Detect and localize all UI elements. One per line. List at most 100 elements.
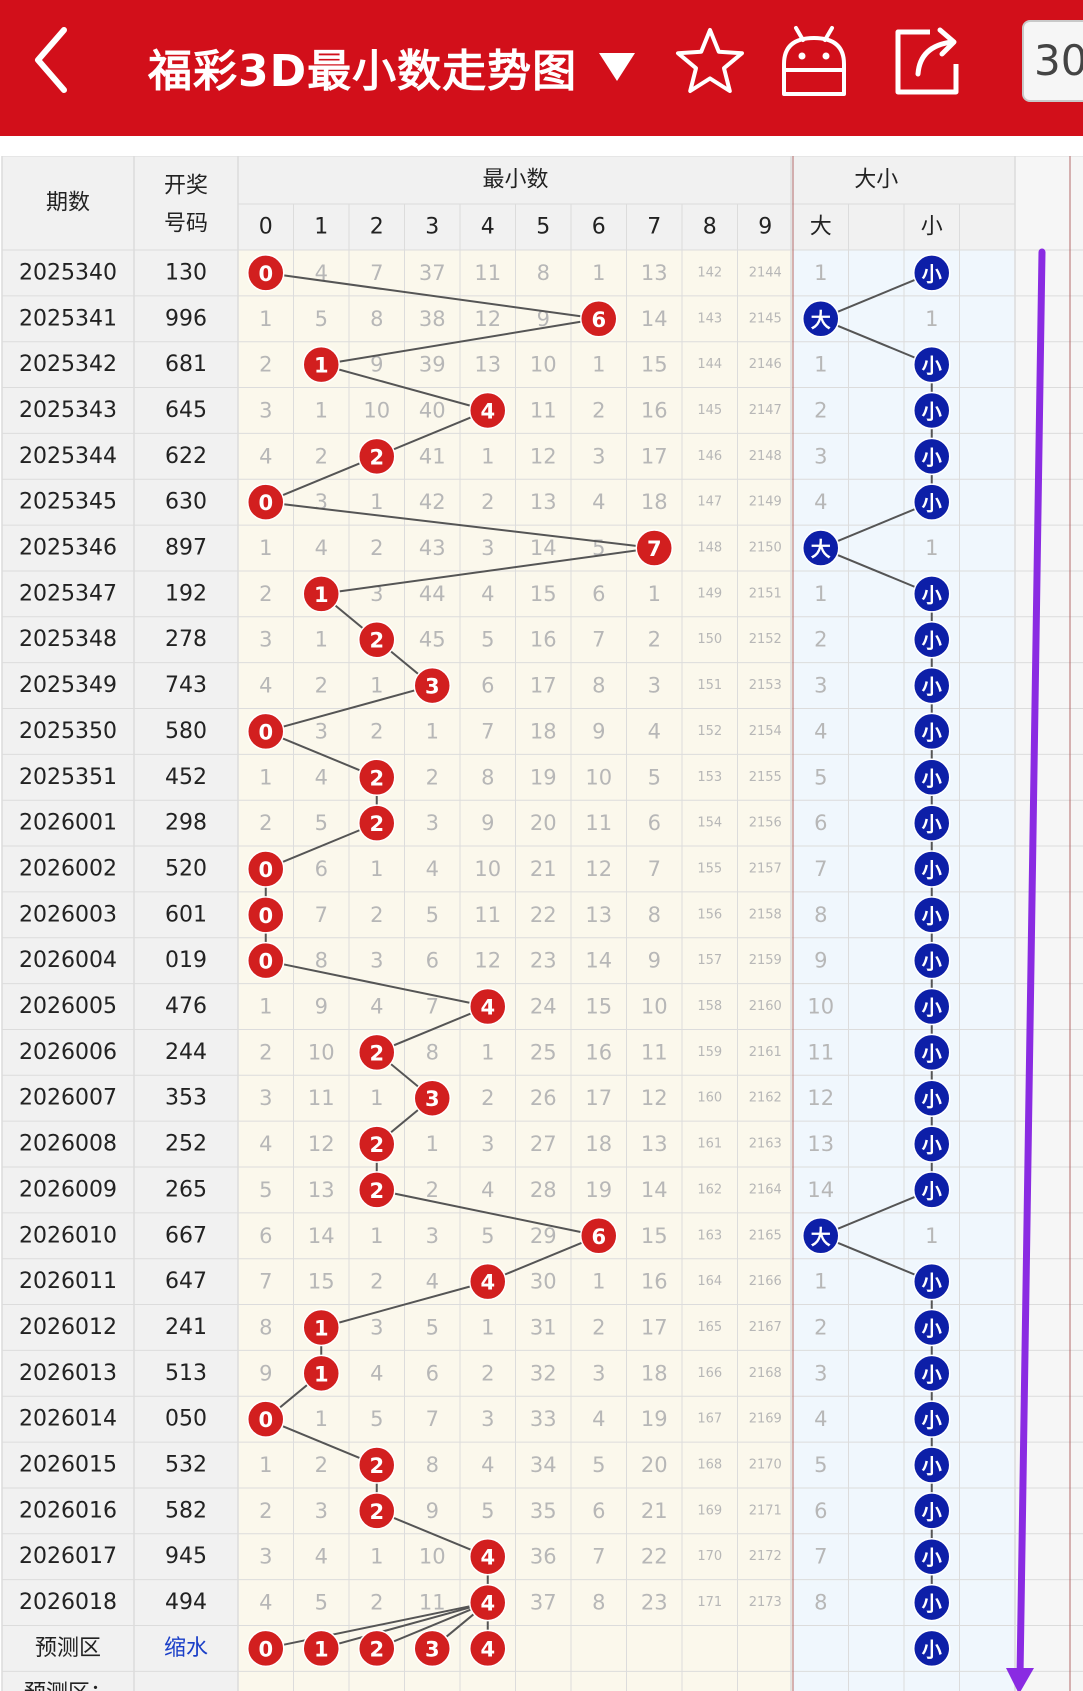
issue-cell: 2026008 (19, 1132, 117, 1157)
issue-cell: 2025348 (19, 627, 117, 652)
miss-count-cell: 11 (419, 1591, 446, 1615)
period-select-button[interactable]: 30 (1022, 20, 1083, 102)
miss-count-cell: 5 (481, 1224, 494, 1248)
miss-count-cell: 4 (481, 582, 494, 606)
miss-count-cell: 1 (592, 1270, 605, 1294)
star-icon[interactable] (672, 22, 748, 102)
issue-cell: 2025350 (19, 719, 117, 744)
miss-count-cell: 2 (370, 903, 383, 927)
miss-count-cell: 3 (370, 1315, 383, 1339)
digit-header-4: 4 (481, 215, 495, 240)
size-hit: 小 (922, 996, 942, 1020)
min-number-trend-line (487, 1234, 600, 1283)
size-hit-ball (913, 620, 951, 659)
miss-count-cell: 2 (370, 719, 383, 743)
miss-count-cell: 11 (585, 811, 612, 835)
predict-ball: 3 (425, 1637, 440, 1661)
draw-number-cell: 647 (165, 1269, 207, 1294)
miss-count-cell: 7 (370, 261, 383, 285)
miss-count-cell: 8 (426, 1453, 439, 1477)
miss-count-cell: 6 (592, 1499, 605, 1523)
miss-count-cell: 1 (426, 1132, 439, 1156)
min-number-trend-line (265, 501, 655, 550)
miss-count-cell: 171 (697, 1595, 722, 1610)
miss-count-cell: 4 (259, 444, 272, 468)
min-number-trend-line (265, 959, 488, 1008)
size-hit-ball (913, 1033, 951, 1072)
miss-count-cell: 8 (259, 1315, 272, 1339)
issue-cell: 2026004 (19, 948, 117, 973)
min-number-hit: 2 (369, 1454, 384, 1478)
digit-header-2: 2 (370, 215, 384, 240)
draw-number-cell: 743 (165, 673, 207, 698)
miss-count-cell: 3 (592, 444, 605, 468)
shrink-link[interactable]: 缩水 (164, 1636, 208, 1661)
miss-count-cell: 45 (419, 628, 446, 652)
size-trend-line (820, 272, 933, 320)
min-number-hit: 2 (369, 812, 384, 836)
predict-size: 小 (922, 1637, 942, 1661)
miss-count-cell: 168 (697, 1458, 722, 1473)
min-number-hit: 1 (314, 1316, 329, 1340)
miss-count-cell: 6 (648, 811, 661, 835)
issue-cell: 2025340 (19, 260, 117, 285)
issue-cell: 2025344 (19, 444, 117, 469)
min-number-trend-line (320, 1280, 489, 1329)
size-hit: 小 (922, 1362, 942, 1386)
draw-number-cell: 192 (165, 581, 207, 606)
miss-count-cell: 167 (697, 1412, 722, 1427)
size-hit: 小 (922, 1041, 942, 1065)
issue-cell: 2026011 (19, 1269, 117, 1294)
min-number-hit-ball (302, 1354, 340, 1393)
title-dropdown[interactable]: 福彩3D最小数走势图 (148, 32, 636, 102)
miss-count-cell: 37 (530, 1591, 557, 1615)
size-hit-ball (802, 1217, 840, 1255)
size-hit: 小 (922, 1271, 942, 1295)
issue-cell: 2025351 (19, 765, 117, 790)
digit-header-7: 7 (647, 215, 661, 240)
min-number-hit: 0 (258, 950, 273, 974)
size-miss-count-cell: 5 (814, 765, 827, 789)
miss-count-cell: 5 (315, 1591, 328, 1615)
robot-icon[interactable] (776, 22, 852, 102)
miss-count-cell: 1 (370, 1086, 383, 1110)
miss-count-cell: 1 (370, 857, 383, 881)
miss-count-cell: 44 (419, 582, 446, 606)
draw-number-cell: 645 (165, 398, 207, 423)
size-header-0: 大 (810, 215, 832, 240)
miss-count-cell: 158 (697, 999, 722, 1014)
share-icon[interactable] (890, 22, 966, 102)
miss-count-cell: 154 (697, 816, 722, 831)
size-hit: 小 (922, 950, 942, 974)
min-number-hit-ball (302, 575, 340, 613)
miss-count-cell: 5 (426, 1315, 439, 1339)
min-number-hit-ball (302, 1308, 340, 1347)
miss-count-cell: 2 (481, 490, 494, 514)
miss-count-cell: 19 (641, 1407, 668, 1431)
miss-count-cell: 1 (592, 353, 605, 377)
miss-count-cell: 1 (370, 1224, 383, 1248)
digit-header-6: 6 (592, 215, 606, 240)
issue-cell: 2026018 (19, 1590, 117, 1615)
min-number-trend-line (265, 1418, 378, 1466)
miss-count-cell: 2 (426, 765, 439, 789)
miss-count-cell: 20 (641, 1453, 668, 1477)
miss-count-cell: 163 (697, 1228, 722, 1243)
miss-count-cell: 1 (370, 490, 383, 514)
miss-count-cell: 3 (259, 398, 272, 422)
miss-count-cell: 2170 (749, 1458, 782, 1473)
miss-count-cell: 21 (641, 1499, 668, 1523)
predict-row-label: 预测区 (35, 1636, 101, 1661)
min-number-hit-ball (358, 1125, 396, 1163)
size-header-2: 小 (921, 215, 943, 240)
miss-count-cell: 1 (370, 1545, 383, 1569)
size-hit-ball (913, 483, 951, 521)
issue-cell: 2026001 (19, 811, 117, 836)
miss-count-cell: 6 (426, 949, 439, 973)
size-hit: 小 (922, 583, 942, 607)
miss-count-cell: 2 (315, 674, 328, 698)
back-arrow-icon[interactable] (30, 24, 80, 104)
size-hit-ball (913, 987, 951, 1026)
draw-number-cell: 996 (165, 306, 207, 331)
draw-number-cell: 050 (165, 1407, 207, 1432)
